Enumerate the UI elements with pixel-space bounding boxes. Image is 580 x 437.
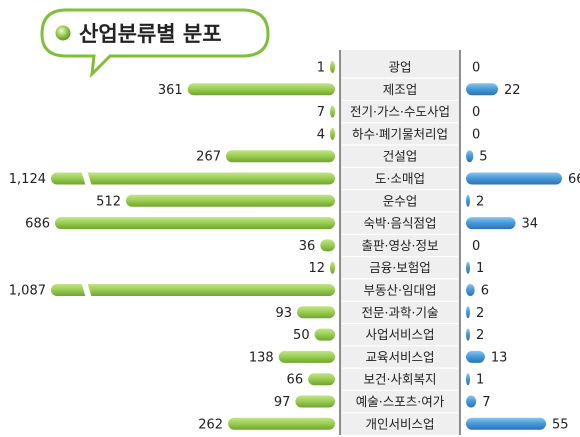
right-value-label: 2 <box>476 306 484 321</box>
left-value-label: 4 <box>317 127 325 142</box>
left-value-label: 267 <box>196 150 221 165</box>
left-bar <box>330 61 335 73</box>
left-value-label: 7 <box>317 105 325 120</box>
left-bar <box>51 172 335 185</box>
left-value-label: 36 <box>299 239 316 254</box>
right-value-label: 6 <box>481 284 489 299</box>
left-value-label: 1 <box>317 61 325 76</box>
category-label: 건설업 <box>383 149 418 164</box>
left-bar <box>55 217 335 230</box>
category-label: 전문·과학·기술 <box>362 305 439 320</box>
right-value-label: 0 <box>472 105 480 120</box>
left-bar <box>187 83 335 96</box>
left-bar <box>278 350 335 363</box>
right-bar <box>466 150 474 163</box>
left-value-label: 50 <box>293 328 310 343</box>
category-label: 전기·가스·수도사업 <box>350 104 450 119</box>
axis-break-mark <box>81 170 92 187</box>
category-label: 하수·폐기물처리업 <box>352 126 448 141</box>
right-value-label: 1 <box>476 373 484 388</box>
left-bar <box>308 373 335 386</box>
right-value-label: 66 <box>568 172 580 187</box>
category-label: 부동산·임대업 <box>364 283 437 298</box>
right-bar <box>466 83 498 96</box>
left-value-label: 1,087 <box>9 284 46 299</box>
category-label: 숙박·음식점업 <box>364 216 437 231</box>
right-bar <box>466 417 546 430</box>
right-value-label: 0 <box>472 127 480 142</box>
axis-break-mark <box>81 282 92 298</box>
left-value-label: 66 <box>287 373 304 388</box>
category-label: 교육서비스업 <box>365 349 434 364</box>
right-value-label: 2 <box>476 328 484 343</box>
right-bar <box>466 194 470 207</box>
right-value-label: 1 <box>476 261 484 276</box>
right-bar <box>466 306 470 319</box>
category-label: 보건·사회복지 <box>364 372 437 387</box>
right-bar <box>466 284 475 296</box>
category-label: 광업 <box>388 60 411 75</box>
category-column <box>340 50 460 435</box>
right-value-label: 0 <box>472 61 480 76</box>
right-value-label: 55 <box>552 417 569 432</box>
left-value-label: 97 <box>274 395 291 410</box>
left-bar <box>295 395 335 408</box>
right-bar <box>466 261 470 274</box>
left-value-label: 361 <box>158 83 183 98</box>
right-bar <box>466 172 562 185</box>
right-value-label: 2 <box>476 194 484 209</box>
left-value-label: 262 <box>198 417 223 432</box>
right-value-label: 34 <box>522 217 539 232</box>
left-value-label: 12 <box>308 261 325 276</box>
category-label: 출판·영상·정보 <box>362 238 439 253</box>
left-bar <box>320 239 335 252</box>
left-bar <box>330 127 335 140</box>
right-bar <box>466 217 516 230</box>
left-value-label: 93 <box>275 306 292 321</box>
right-value-label: 7 <box>482 395 490 410</box>
left-bar <box>126 194 335 207</box>
left-bar <box>297 306 335 319</box>
left-bar <box>51 284 335 296</box>
right-bar <box>466 328 470 341</box>
right-bar <box>466 395 477 408</box>
title-bubble: 산업분류별 분포 <box>40 8 270 79</box>
category-label: 개인서비스업 <box>365 416 434 431</box>
category-label: 예술·스포츠·여가 <box>356 394 445 409</box>
left-bar <box>330 261 335 274</box>
category-label: 금융·보험업 <box>369 260 430 275</box>
right-value-label: 0 <box>472 239 480 254</box>
right-value-label: 13 <box>491 350 508 365</box>
category-label: 도·소매업 <box>375 171 425 186</box>
category-label: 사업서비스업 <box>365 327 434 342</box>
chart-title: 산업분류별 분포 <box>79 22 222 46</box>
left-bar <box>226 150 335 163</box>
left-bar <box>330 105 335 118</box>
right-value-label: 22 <box>504 83 521 98</box>
left-value-label: 686 <box>25 217 50 232</box>
category-label: 제조업 <box>383 82 418 97</box>
left-bar <box>314 328 335 341</box>
title-bullet-icon <box>55 25 71 41</box>
left-value-label: 512 <box>96 194 121 209</box>
right-value-label: 5 <box>479 150 487 165</box>
left-value-label: 138 <box>249 350 274 365</box>
category-label: 운수업 <box>383 193 418 208</box>
right-bar <box>466 350 485 363</box>
left-bar <box>228 417 335 430</box>
right-bar <box>466 373 470 386</box>
left-value-label: 1,124 <box>9 172 46 187</box>
